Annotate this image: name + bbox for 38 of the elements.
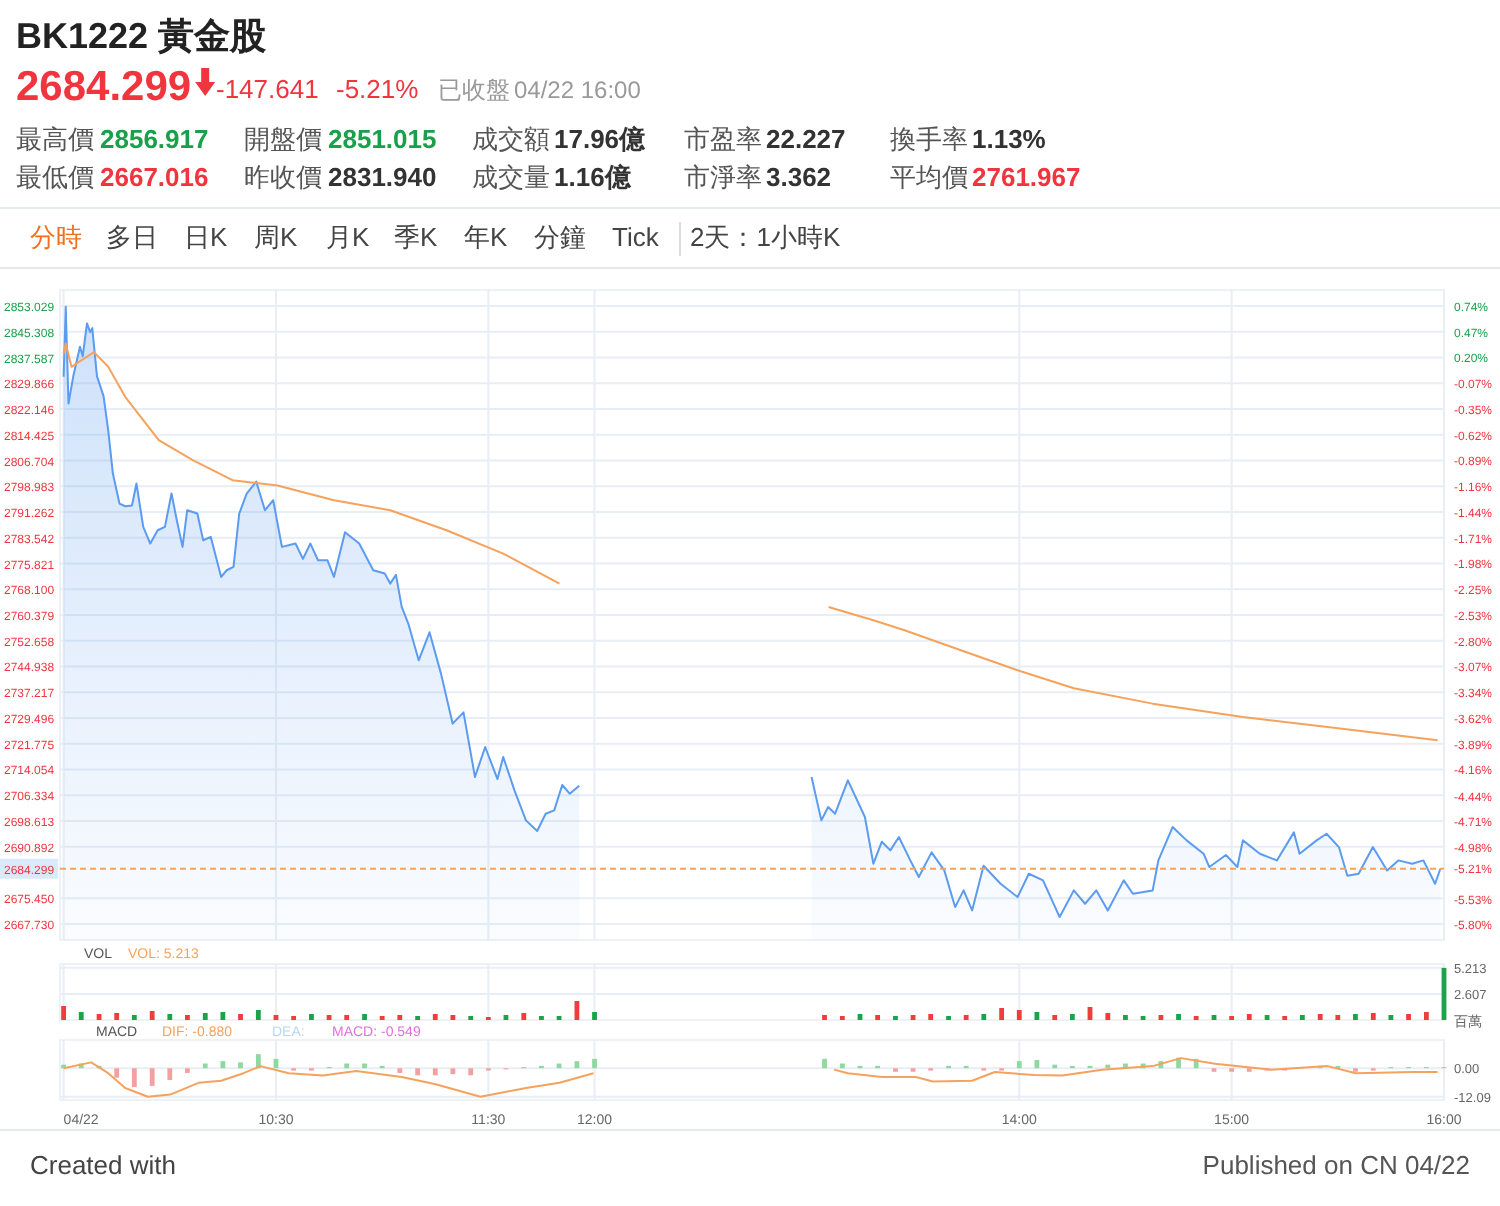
text: 2831.940 (328, 162, 437, 192)
text: 周K (254, 222, 298, 252)
text: 04/22 16:00 (514, 76, 642, 104)
text: 分鐘 (534, 222, 586, 252)
text: 年K (464, 222, 508, 252)
text: 已收盤 (438, 76, 510, 104)
text: 2856.917 (100, 124, 209, 154)
text: Tick (612, 222, 660, 252)
text: 開盤價 (244, 124, 322, 154)
text: 成交額 (472, 124, 550, 154)
text: 成交量 (472, 162, 550, 192)
text: 22.227 (766, 124, 846, 154)
text: 市淨率 (684, 162, 762, 192)
text: 17.96億 (554, 124, 648, 154)
text: 2667.016 (100, 162, 209, 192)
text: 最低價 (16, 162, 94, 192)
text: 月K (326, 222, 370, 252)
text: 1.13% (972, 124, 1047, 154)
text: BK1222 黃金股 (16, 16, 269, 56)
text: 換手率 (890, 124, 968, 154)
text: 昨收價 (244, 162, 322, 192)
text: 3.362 (766, 162, 832, 192)
text: 1.16億 (554, 162, 633, 192)
text: Published on CN 04/22 (1202, 1150, 1470, 1180)
text: Created with (30, 1150, 176, 1180)
text: -5.21% (336, 74, 420, 104)
text: 分時 (30, 222, 82, 252)
text: 多日 (106, 222, 158, 252)
text: 2851.015 (328, 124, 437, 154)
text: 季K (394, 222, 438, 252)
text: 日K (184, 222, 228, 252)
text: 2684.299 (16, 64, 192, 110)
text: 最高價 (16, 124, 94, 154)
text: 2天：1小時K (690, 222, 841, 252)
text: 市盈率 (684, 124, 762, 154)
text: -147.641 (216, 74, 319, 104)
text: 平均價 (890, 162, 968, 192)
text: 2761.967 (972, 162, 1081, 192)
